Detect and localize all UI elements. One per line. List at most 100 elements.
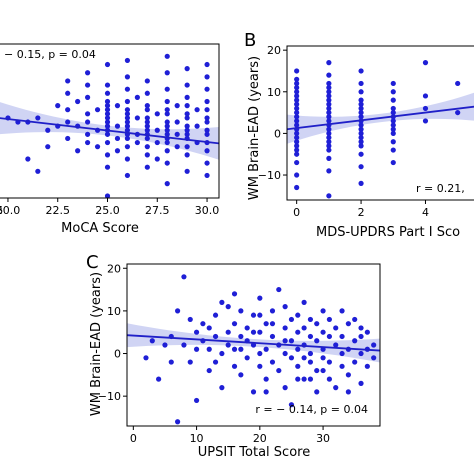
panel-a-point [204, 107, 210, 113]
panel-c-point [225, 304, 231, 310]
panel-c-point [231, 291, 238, 297]
panel-c-point [168, 359, 174, 365]
panel-a-point [144, 135, 150, 142]
panel-c-point [307, 333, 314, 340]
panel-b-point [294, 159, 300, 166]
panel-c-x-tick-label: 30 [316, 432, 330, 445]
panel-c-marks [127, 274, 380, 425]
panel-c-point [206, 346, 212, 352]
panel-c-point [162, 342, 168, 348]
panel-c-point [219, 385, 225, 391]
panel-c-point [333, 385, 339, 391]
panel-a-point [124, 135, 131, 142]
panel-b-y-tick-label: −10 [258, 169, 281, 182]
panel-c-point [200, 321, 206, 327]
panel-a-x-tick-label: 25.0 [95, 204, 120, 217]
panel-c-point [231, 321, 238, 327]
panel-c-point [263, 346, 269, 352]
panel-b-point [390, 109, 396, 116]
panel-b-annotation: r = 0.21, [416, 182, 465, 195]
panel-c-point [276, 367, 282, 374]
panel-c-point [276, 286, 282, 293]
panel-c-point [371, 355, 377, 361]
panel-b-point [358, 180, 364, 186]
panel-c-point [244, 355, 250, 361]
panel-a-point [84, 70, 91, 76]
panel-c-point [206, 325, 212, 331]
panel-a-point [194, 107, 200, 113]
panel-b-point [390, 105, 396, 112]
panel-a-point [164, 127, 170, 133]
panel-c-point [320, 367, 326, 374]
panel-a-point [184, 82, 190, 88]
panel-c-point [326, 359, 332, 365]
panel-a-point [65, 135, 71, 142]
panel-a-point [134, 94, 140, 100]
panel-b-point [294, 89, 300, 95]
panel-a-point [104, 82, 111, 88]
panel-a-point [204, 61, 210, 68]
panel-a-point [144, 115, 150, 121]
panel-a-point [124, 107, 131, 113]
panel-a-point [204, 115, 210, 121]
panel-a-point [45, 127, 51, 133]
panel-a-point [75, 148, 81, 154]
panel-c-point [339, 350, 345, 357]
panel-b-point [358, 97, 364, 103]
panel-b-point [294, 172, 300, 178]
panel-b-marks [287, 60, 474, 199]
panel-a-point [104, 193, 111, 198]
panel-a-point [164, 98, 170, 105]
panel-c-point [257, 350, 263, 357]
panel-c-point [250, 329, 257, 335]
panel-c-point [307, 350, 314, 357]
panel-a-point [84, 111, 91, 117]
panel-a-point [124, 57, 131, 64]
panel-a-point [164, 181, 170, 187]
panel-a-point [104, 131, 111, 137]
panel-a-point [204, 160, 210, 166]
panel-b-point [294, 68, 300, 74]
panel-a-point [204, 98, 210, 105]
panel-b-point [390, 122, 396, 128]
panel-a-point [184, 168, 190, 174]
panel-c-point [257, 312, 263, 318]
panel-c-point [238, 333, 244, 340]
panel-c-point [225, 329, 231, 335]
panel-b-point [390, 139, 396, 145]
panel-b-point [390, 130, 396, 137]
panel-c-x-tick-label: 10 [190, 432, 204, 445]
panel-c-point [257, 363, 263, 369]
panel-a-point [84, 139, 91, 146]
panel-a-point [35, 115, 41, 121]
panel-b-point [294, 130, 300, 137]
panel-b-point [326, 134, 332, 141]
panel-a-x-tick-label: .5 [0, 204, 3, 217]
panel-c-point [187, 316, 193, 323]
panel-c-annotation: r = − 0.14, p = 0.04 [255, 403, 368, 416]
panel-a-point [65, 78, 71, 84]
panel-a-point [154, 127, 160, 133]
panel-b-point [294, 134, 300, 141]
panel-a-point [114, 148, 121, 154]
panel-c-point [187, 359, 193, 365]
panel-a-point [204, 127, 210, 133]
panel-b-y-tick-label: 20 [267, 44, 281, 57]
panel-c-point [269, 359, 276, 365]
panel-c-point [250, 312, 257, 318]
panel-b-point [294, 184, 300, 191]
panel-a-point [124, 115, 131, 121]
panel-b: B WM Brain-EAD (years) MDS-UPDRS Part I … [244, 30, 474, 240]
panel-c-point [320, 308, 326, 314]
panel-b-point [294, 80, 300, 87]
panel-c-point [295, 363, 301, 369]
panel-a-point [104, 152, 111, 158]
panel-a-point [154, 139, 160, 146]
panel-b-point [422, 105, 429, 112]
panel-c-point [295, 376, 301, 382]
panel-b-point [294, 143, 300, 149]
panel-a-point [164, 148, 170, 154]
panel-a-point [65, 90, 71, 96]
panel-a-x-axis-label: MoCA Score [61, 221, 139, 236]
panel-c-point [364, 363, 370, 369]
